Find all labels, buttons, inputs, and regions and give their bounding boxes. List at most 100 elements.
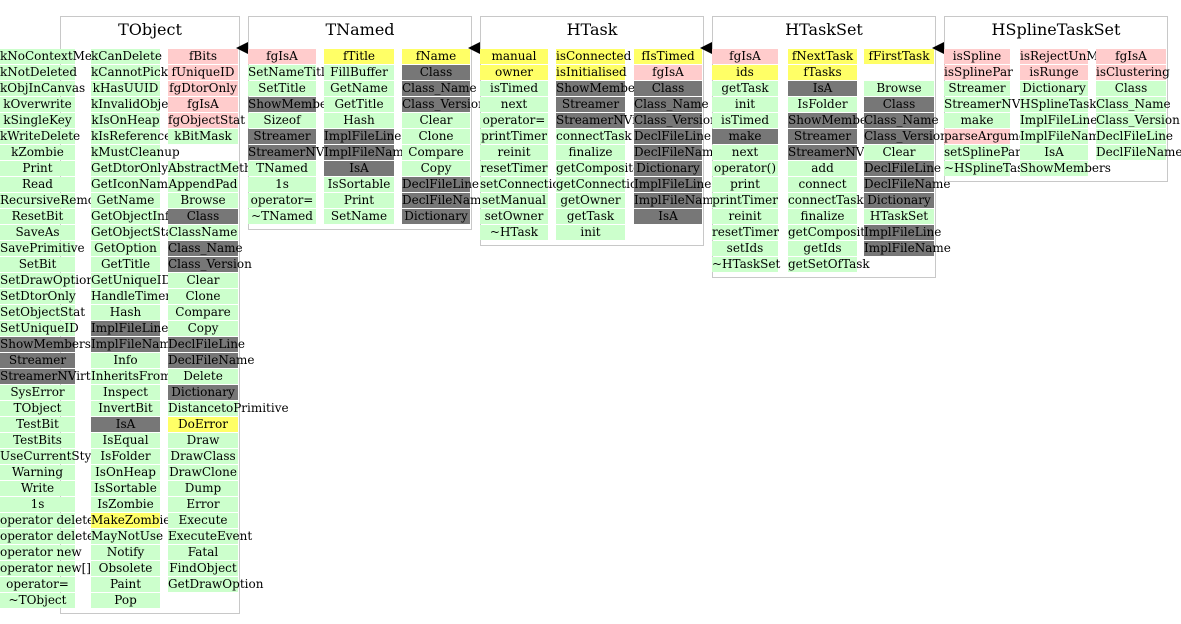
member-item: Dictionary [1020,81,1088,96]
member-item: Print [324,193,394,208]
member-item: IsFolder [91,449,160,464]
member-item: TObject [0,401,75,416]
member-item: isSpline [944,49,1010,64]
member-item: Streamer [944,81,1010,96]
member-item: Dictionary [634,161,702,176]
member-item: isTimed [480,81,548,96]
member-item: init [712,97,778,112]
member-item: ImplFileLine [1020,113,1098,128]
member-item: Browse [864,81,934,96]
member-item: operator= [248,193,316,208]
member-item: ShowMembers [248,97,339,112]
member-item: ~TNamed [248,209,316,224]
member-item: kOverwrite [0,97,75,112]
member-item: kNoContextMenu [0,49,108,64]
member-item: kWriteDelete [0,129,81,144]
member-item: FillBuffer [324,65,394,80]
member-item: getSetOfTask [788,257,870,272]
member-item: StreamerNVirtual [556,113,666,128]
member-item: SavePrimitive [0,241,85,256]
member-item: Class_Name [168,241,243,256]
member-item: Compare [402,145,470,160]
member-item: SetObjectStat [0,305,86,320]
member-item: Print [0,161,75,176]
member-item: operator new[] [0,561,91,576]
member-item: TestBits [0,433,75,448]
member-item: isConnected [556,49,632,64]
member-item: Class_Name [634,97,709,112]
member-item: fgIsA [248,49,316,64]
member-item: InvertBit [91,401,160,416]
member-item: next [712,145,778,160]
member-item: SetName [324,209,394,224]
member-item: Compare [168,305,238,320]
member-item: reinit [480,145,548,160]
member-item: MayNotUse [91,529,164,544]
member-item: operator delete [0,513,95,528]
member-item: kSingleKey [0,113,75,128]
member-item: fFirstTask [864,49,934,64]
member-item: kIsOnHeap [91,113,160,128]
member-item: DeclFileName [634,145,721,160]
member-item: Clone [168,289,238,304]
member-item: add [788,161,857,176]
member-item: operator new [0,545,82,560]
member-item: Paint [91,577,160,592]
member-item: Warning [0,465,75,480]
member-item: GetName [324,81,394,96]
member-item: kHasUUID [91,81,160,96]
member-item: StreamerNVirtual [0,369,110,384]
member-item: manual [480,49,548,64]
member-item: setManual [480,193,548,208]
member-item: getComposite [556,161,641,176]
member-item: setOwner [480,209,548,224]
member-item: Pop [91,593,160,608]
member-item: isInitialised [556,65,627,80]
member-item: printTimer [712,193,778,208]
member-item: getConnections [556,177,652,192]
member-item: DeclFileName [402,193,489,208]
member-item: DeclFileLine [402,177,480,192]
member-item: DoError [168,417,238,432]
member-item: GetUniqueID [91,273,172,288]
member-item: ~TObject [0,593,75,608]
member-item: IsSortable [91,481,160,496]
member-item: Class_Name [402,81,477,96]
member-item: Write [0,481,75,496]
member-item: IsA [1020,145,1088,160]
member-item: HandleTimer [91,289,172,304]
member-item: Class [168,209,238,224]
member-item: setIds [712,241,778,256]
member-item: make [712,129,778,144]
class-title: HSplineTaskSet [944,16,1168,43]
member-item: IsA [788,81,857,96]
member-item: connect [788,177,857,192]
member-item: fgIsA [1096,49,1166,64]
inheritance-arrow-icon [236,42,248,54]
member-item: Class [402,65,470,80]
member-item: FindObject [168,561,238,576]
member-item: fUniqueID [168,65,238,80]
member-item: fgDtorOnly [168,81,238,96]
member-item: DeclFileLine [634,129,712,144]
member-item: Streamer [788,129,857,144]
member-item: ~HTaskSet [712,257,781,272]
member-item: Draw [168,433,238,448]
member-item: Streamer [0,353,75,368]
member-item: fgIsA [712,49,778,64]
member-item: Class_Version [634,113,718,128]
member-item: ImplFileName [1020,129,1107,144]
member-item: operator= [0,577,75,592]
member-item: Class_Name [1096,97,1171,112]
member-item: finalize [556,145,625,160]
class-title: TObject [60,16,240,43]
member-item: DeclFileLine [1096,129,1174,144]
member-item: reinit [712,209,778,224]
member-item: Browse [168,193,238,208]
member-item: setSplinePar [944,145,1021,160]
member-item: Class [864,97,934,112]
member-item: GetDrawOption [168,577,264,592]
member-item: Obsolete [91,561,160,576]
member-item: DeclFileLine [168,337,246,352]
member-item: finalize [788,209,857,224]
